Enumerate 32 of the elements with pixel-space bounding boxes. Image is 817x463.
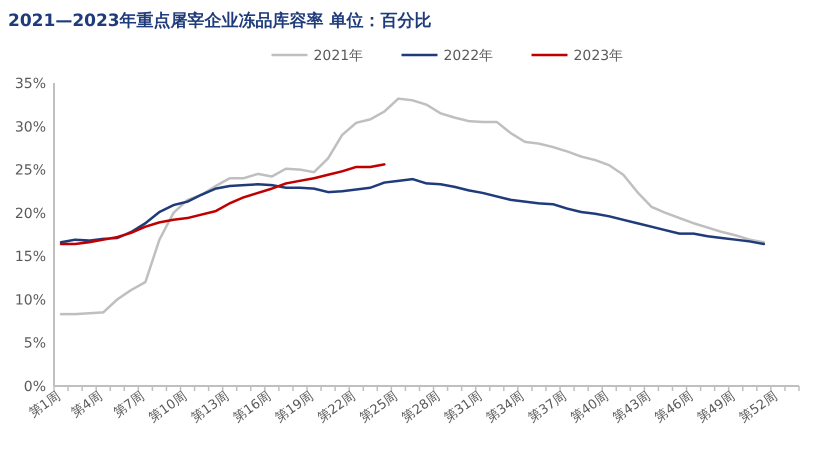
x-tick-label: 第43周 xyxy=(610,388,654,426)
x-tick-label: 第7周 xyxy=(110,388,148,421)
y-tick-label: 0% xyxy=(24,379,46,395)
legend-label: 2022年 xyxy=(444,48,494,64)
x-tick-label: 第13周 xyxy=(188,388,232,426)
x-tick-label: 第34周 xyxy=(484,388,528,426)
x-tick-label: 第16周 xyxy=(230,388,274,426)
chart-title: 2021—2023年重点屠宰企业冻品库容率 单位：百分比 xyxy=(8,11,432,31)
y-tick-label: 20% xyxy=(14,206,46,222)
x-tick-label: 第10周 xyxy=(146,388,190,426)
line-series xyxy=(60,97,766,316)
x-tick-label: 第40周 xyxy=(568,388,612,426)
y-tick-label: 25% xyxy=(14,162,46,179)
line-series xyxy=(60,178,766,246)
legend-label: 2021年 xyxy=(314,48,364,64)
x-tick-label: 第28周 xyxy=(399,388,443,426)
x-tick-label: 第37周 xyxy=(526,388,570,426)
x-tick-label: 第49周 xyxy=(694,388,738,426)
y-tick-label: 15% xyxy=(14,249,46,266)
legend-label: 2023年 xyxy=(574,48,624,64)
x-tick-label: 第4周 xyxy=(68,388,106,421)
y-tick-label: 10% xyxy=(14,292,46,308)
x-tick-label: 第19周 xyxy=(272,388,316,426)
y-tick-label: 5% xyxy=(24,336,46,352)
x-tick-label: 第31周 xyxy=(442,388,486,426)
x-tick-label: 第52周 xyxy=(736,388,780,426)
line-series xyxy=(60,163,386,246)
x-tick-label: 第25周 xyxy=(357,388,401,426)
y-tick-label: 35% xyxy=(14,76,46,92)
y-tick-label: 30% xyxy=(14,119,46,136)
x-tick-label: 第22周 xyxy=(315,388,359,426)
x-tick-label: 第46周 xyxy=(652,388,696,426)
